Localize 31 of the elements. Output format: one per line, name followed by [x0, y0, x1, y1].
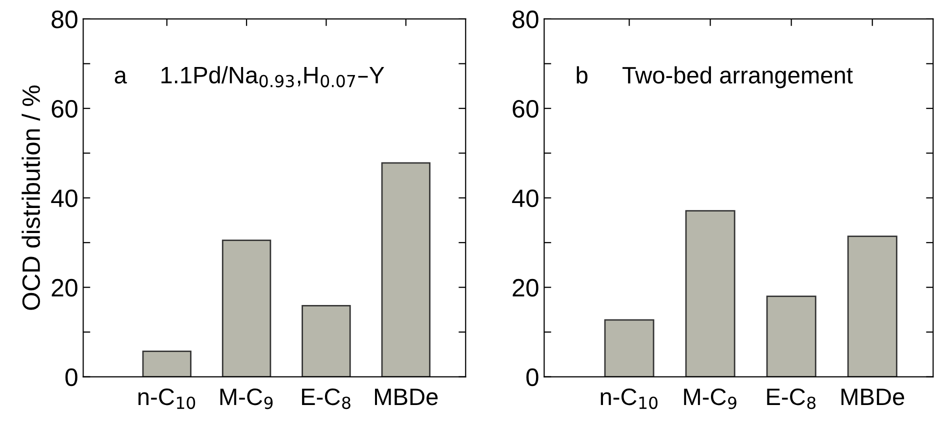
- bar: [142, 350, 192, 377]
- y-tick-label: 40: [51, 189, 78, 208]
- bar: [302, 304, 351, 377]
- y-tick-label: 80: [512, 10, 538, 28]
- bar: [222, 240, 272, 377]
- annotation: 1.1Pd/Na$_{0.93}$,H$_{0.07}$–Y: [162, 66, 384, 88]
- y-tick-label: 60: [52, 100, 78, 118]
- bar: [685, 210, 736, 377]
- y-tick-label: 0: [526, 368, 538, 386]
- bar: [766, 296, 816, 377]
- y-tick-label: 40: [512, 189, 538, 208]
- bar: [604, 319, 654, 377]
- x-tick-label: n-C$_{10}$: [600, 388, 658, 410]
- x-tick-label: M-C$_{9}$: [684, 388, 736, 410]
- bar: [847, 236, 898, 377]
- y-tick-label: 0: [65, 368, 78, 386]
- annotation: Two-bed arrangement: [622, 66, 853, 88]
- annotation: b: [576, 66, 588, 84]
- x-tick-label: MBDe: [375, 388, 438, 406]
- x-tick-label: n-C$_{10}$: [138, 388, 196, 410]
- x-tick-label: E-C$_{8}$: [767, 388, 816, 410]
- y-tick-label: 20: [512, 278, 538, 297]
- bar: [381, 162, 430, 377]
- annotation: a: [114, 70, 127, 84]
- y-axis-title: OCD distribution / %: [22, 86, 40, 310]
- x-tick-label: MBDe: [841, 388, 904, 406]
- x-tick-label: M-C$_{9}$: [220, 388, 273, 410]
- y-tick-label: 60: [512, 100, 538, 118]
- y-tick-label: 80: [52, 10, 78, 28]
- y-tick-label: 20: [52, 278, 78, 297]
- x-tick-label: E-C$_{8}$: [302, 388, 350, 410]
